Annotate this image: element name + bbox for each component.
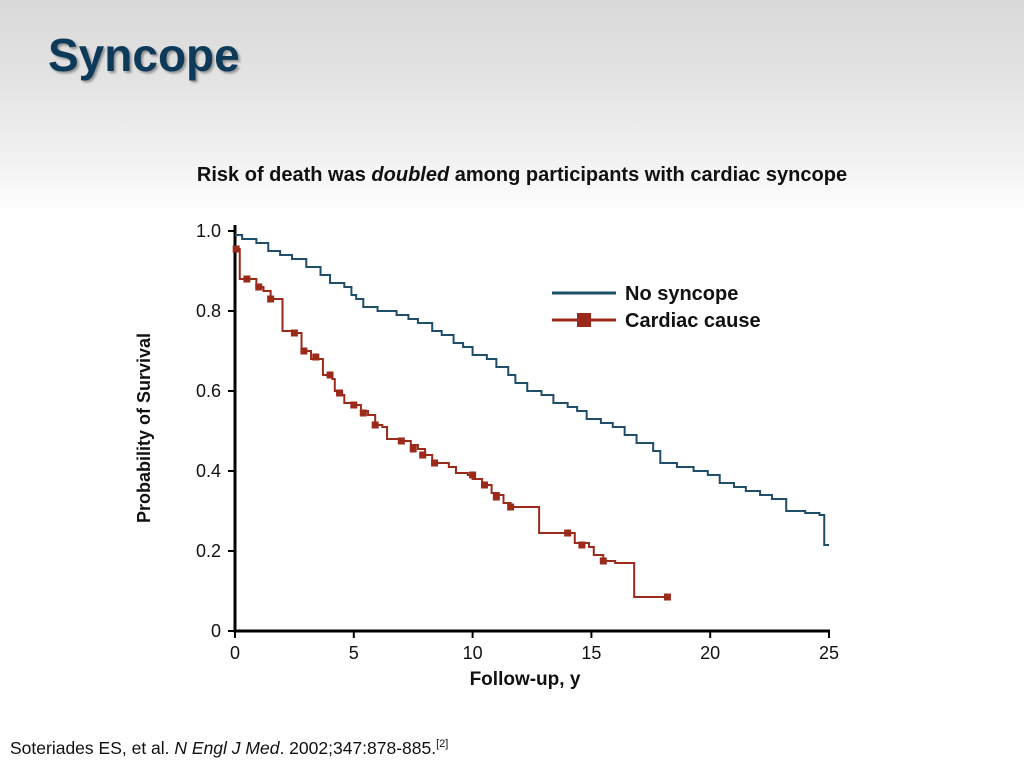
y-tick-label: 0 — [211, 621, 221, 641]
chart-subtitle: Risk of death was doubled among particip… — [0, 164, 1024, 187]
series-marker-cardiac-cause — [507, 503, 515, 511]
citation-ref: [2] — [436, 738, 449, 750]
subtitle-pre: Risk of death was — [196, 164, 372, 186]
legend: No syncope Cardiac cause — [552, 283, 761, 332]
series-marker-cardiac-cause — [243, 275, 251, 283]
axes — [233, 225, 830, 633]
series-marker-cardiac-cause — [578, 541, 586, 549]
y-tick-label: 0.8 — [196, 301, 221, 321]
series-marker-cardiac-cause — [371, 421, 379, 429]
x-tick-label: 15 — [581, 643, 601, 663]
y-tick-label: 0.2 — [196, 541, 221, 561]
y-axis-title: Probability of Survival — [134, 333, 154, 523]
series-marker-cardiac-cause — [431, 459, 439, 467]
axis-ticks: 0 0.2 0.4 0.6 0.8 1.0 0 5 10 15 20 25 — [196, 221, 839, 663]
series-marker-cardiac-cause — [480, 481, 488, 489]
series-marker-cardiac-cause — [326, 371, 334, 379]
legend-marker-cardiac-cause — [577, 313, 591, 327]
series-marker-cardiac-cause — [397, 437, 405, 445]
series-marker-cardiac-cause — [599, 557, 607, 565]
series-line-no-syncope — [235, 234, 829, 546]
y-tick-label: 0.4 — [196, 461, 221, 481]
series-marker-cardiac-cause — [312, 353, 320, 361]
series-marker-cardiac-cause — [663, 593, 671, 601]
citation-authors: Soteriades ES, et al. — [10, 738, 175, 758]
citation-journal: N Engl J Med — [174, 738, 280, 758]
series-line-cardiac-cause — [235, 248, 668, 598]
series-marker-cardiac-cause — [300, 347, 308, 355]
x-tick-label: 10 — [463, 643, 483, 663]
subtitle-emphasis: doubled — [371, 164, 450, 186]
slide-title: Syncope — [48, 29, 240, 81]
series-marker-cardiac-cause — [350, 401, 358, 409]
series-marker-cardiac-cause — [336, 389, 344, 397]
citation: Soteriades ES, et al. N Engl J Med. 2002… — [10, 738, 448, 759]
y-tick-label: 0.6 — [196, 381, 221, 401]
series-marker-cardiac-cause — [267, 295, 275, 303]
series-marker-cardiac-cause — [255, 283, 263, 291]
series-marker-cardiac-cause — [469, 471, 477, 479]
legend-label-no-syncope: No syncope — [625, 283, 738, 305]
x-tick-label: 0 — [230, 643, 240, 663]
x-axis-title: Follow-up, y — [470, 669, 581, 690]
legend-label-cardiac-cause: Cardiac cause — [625, 310, 761, 332]
series-marker-cardiac-cause — [492, 493, 500, 501]
series-marker-cardiac-cause — [359, 409, 367, 417]
x-tick-label: 25 — [819, 643, 839, 663]
series-lines — [232, 234, 829, 601]
series-marker-cardiac-cause — [409, 445, 417, 453]
series-marker-cardiac-cause — [419, 451, 427, 459]
series-marker-cardiac-cause — [232, 245, 240, 253]
series-marker-cardiac-cause — [564, 529, 572, 537]
x-tick-label: 20 — [700, 643, 720, 663]
y-tick-label: 1.0 — [196, 221, 221, 241]
x-tick-label: 5 — [349, 643, 359, 663]
citation-details: . 2002;347:878-885. — [279, 738, 437, 758]
subtitle-post: among participants with cardiac syncope — [449, 164, 848, 186]
series-marker-cardiac-cause — [290, 329, 298, 337]
